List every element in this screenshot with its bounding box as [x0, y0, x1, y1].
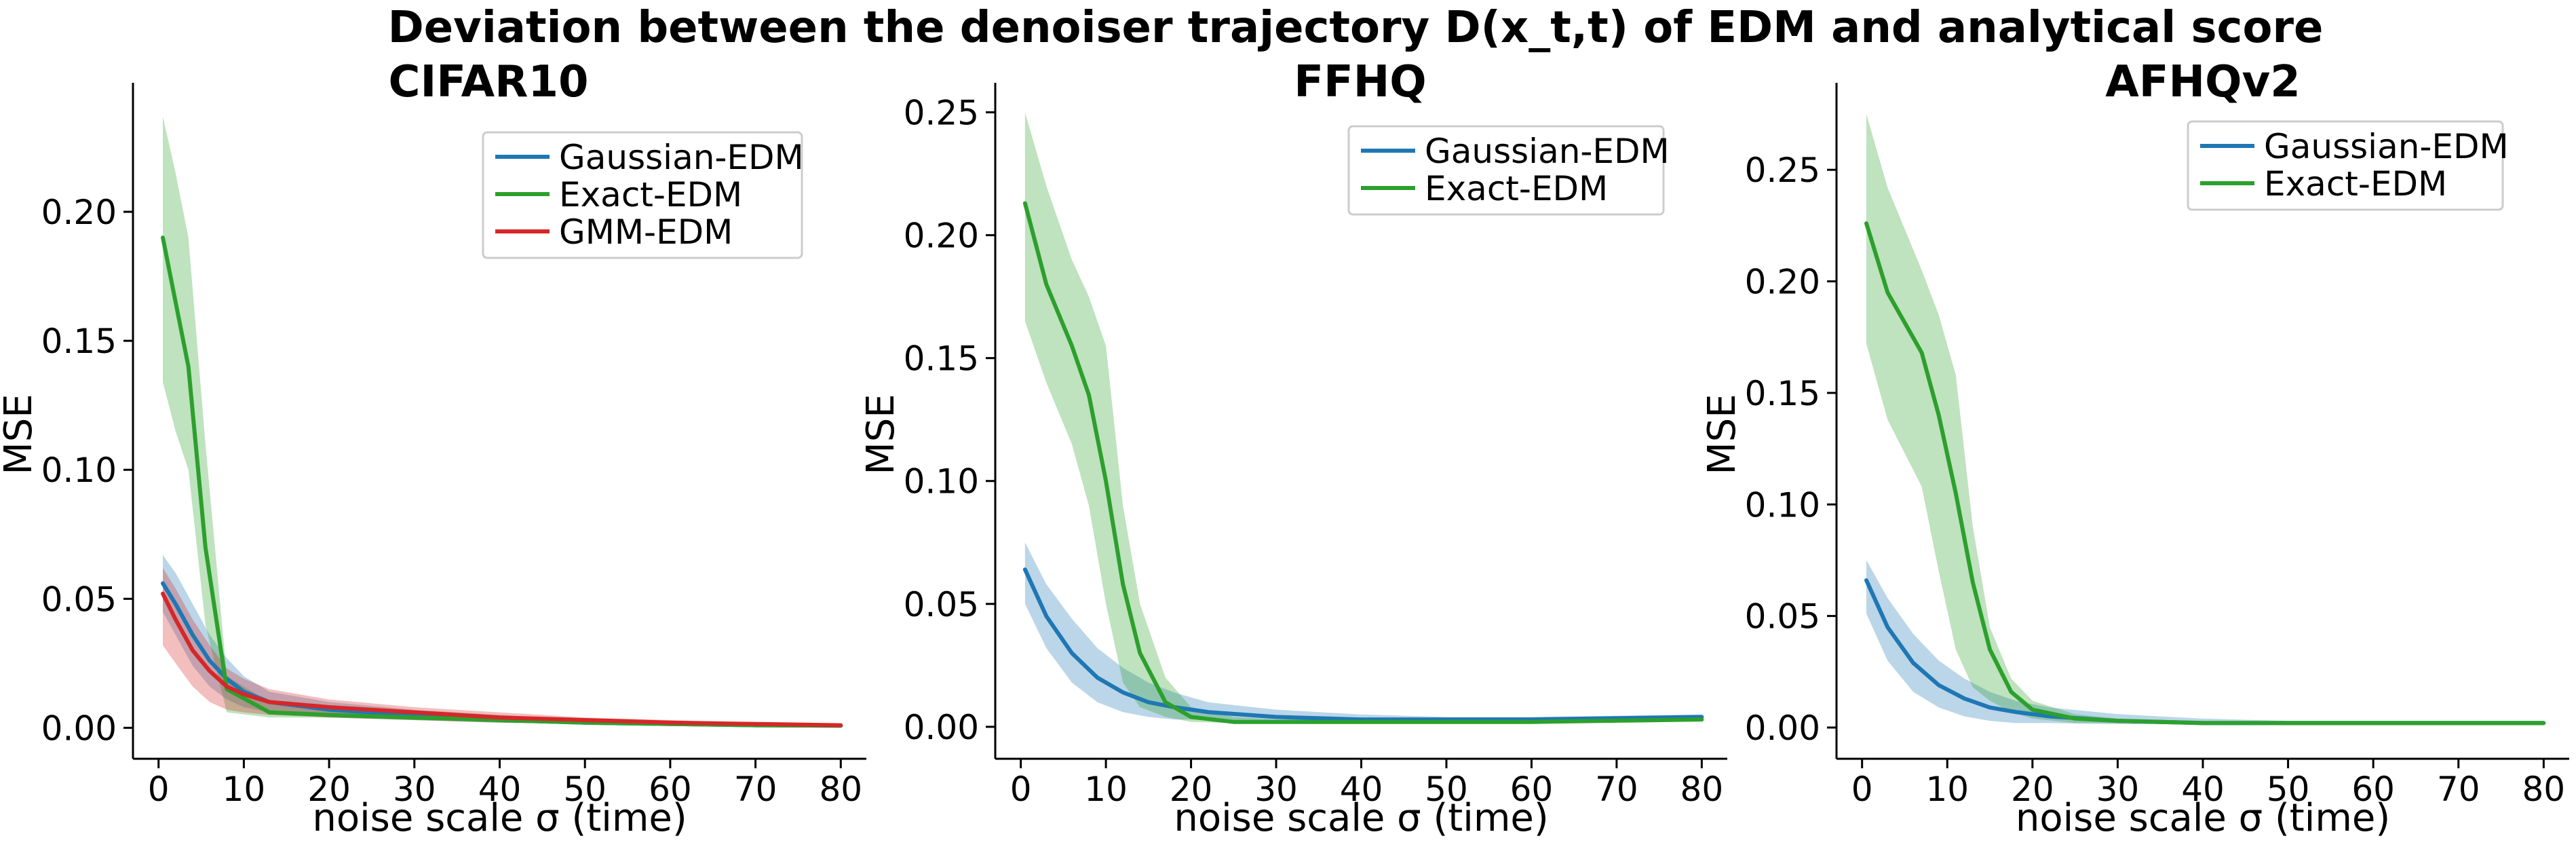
y-tick-label: 0.05 [1745, 597, 1820, 637]
x-tick-label: 30 [393, 770, 436, 809]
y-tick-label: 0.10 [1745, 485, 1820, 525]
y-tick-label: 0.25 [904, 93, 979, 132]
x-axis-label: noise scale σ (time) [2016, 796, 2390, 840]
y-axis-label: MSE [859, 394, 903, 474]
x-tick-label: 20 [307, 770, 351, 809]
legend-box [2187, 120, 2504, 211]
y-tick-label: 0.00 [41, 709, 117, 748]
x-tick-label: 30 [1254, 770, 1298, 809]
panel-cifar10: 0 10 20 30 40 50 60 70 80 0.00 0.05 0.10 0.15 0.20 C… [0, 57, 866, 840]
panel-title: AFHQv2 [2105, 57, 2300, 107]
x-tick-label: 70 [2437, 770, 2480, 809]
x-tick-label: 80 [2522, 770, 2566, 809]
legend-label: Exact-EDM [1425, 169, 1608, 208]
x-tick-label: 50 [563, 770, 607, 809]
x-axis-label: noise scale σ (time) [1174, 796, 1548, 840]
legend-box [482, 131, 803, 259]
x-tick-label: 50 [2267, 770, 2310, 809]
y-tick-label: 0.15 [904, 339, 979, 379]
legend-label: Gaussian-EDM [1425, 132, 1670, 171]
panel-title: FFHQ [1294, 57, 1426, 107]
x-tick-label: 50 [1425, 770, 1468, 809]
panel-afhqv2-lines [1864, 221, 2546, 726]
x-tick-label: 70 [1595, 770, 1638, 809]
x-tick-label: 0 [1010, 770, 1032, 809]
y-tick-label: 0.05 [904, 585, 979, 624]
figure-suptitle: Deviation between the denoiser trajector… [388, 3, 2324, 53]
x-ticks: 0 10 20 30 40 50 60 70 80 [1010, 759, 1723, 809]
legend-box [1347, 125, 1665, 216]
panel-ffhq: 0 10 20 30 40 50 60 70 80 0.000.050.100.150.200.… [859, 57, 1727, 840]
x-tick-label: 20 [1170, 770, 1213, 809]
exact-edm-line [1864, 221, 2546, 726]
y-tick-label: 0.15 [1745, 374, 1820, 413]
y-tick-label: 0.10 [41, 451, 117, 490]
x-tick-label: 80 [819, 770, 862, 809]
y-tick-label: 0.10 [904, 462, 979, 502]
x-ticks: 0 10 20 30 40 50 60 70 80 [148, 759, 862, 809]
y-tick-label: 0.15 [41, 322, 117, 361]
legend-label: GMM-EDM [559, 212, 733, 252]
y-ticks: 0.00 0.05 0.10 0.15 0.20 0.25 [1745, 151, 1837, 748]
panel-title: CIFAR10 [388, 57, 588, 107]
y-ticks: 0.00 0.05 0.10 0.15 0.20 [41, 193, 133, 748]
x-tick-label: 60 [2351, 770, 2395, 809]
x-tick-label: 10 [1084, 770, 1128, 809]
y-tick-label: 0.00 [1745, 709, 1820, 748]
x-tick-label: 60 [1510, 770, 1554, 809]
legend-label: Gaussian-EDM [559, 138, 804, 177]
panel-cifar10-lines [161, 236, 843, 728]
y-tick-label: 0.25 [1745, 151, 1820, 190]
gmm-edm-line [161, 591, 843, 728]
exact-edm-line [1022, 201, 1704, 724]
y-tick-label: 0.20 [41, 193, 117, 232]
panel-ffhq-lines [1022, 201, 1704, 724]
x-tick-label: 10 [223, 770, 266, 809]
x-axis-label: noise scale σ (time) [312, 796, 687, 840]
x-tick-label: 30 [2096, 770, 2140, 809]
x-tick-label: 60 [649, 770, 692, 809]
y-tick-label: 0.20 [904, 217, 979, 256]
exact-edm-line [161, 236, 843, 728]
y-tick-label: 0.00 [904, 708, 979, 747]
gaussian-edm-line [1022, 567, 1704, 722]
y-axis-label: MSE [0, 394, 41, 474]
y-axis-label: MSE [1700, 394, 1744, 474]
x-tick-label: 10 [1925, 770, 1969, 809]
panel-afhqv2: 0 10 20 30 40 50 60 70 80 0.000.050.100.150.200.… [1700, 57, 2569, 840]
legend-label: Exact-EDM [2264, 164, 2447, 204]
x-tick-label: 0 [148, 770, 170, 809]
y-tick-label: 0.20 [1745, 263, 1820, 302]
x-ticks: 0 10 20 30 40 50 60 70 80 [1851, 759, 2565, 809]
x-tick-label: 40 [1340, 770, 1383, 809]
legend-label: Gaussian-EDM [2264, 127, 2509, 166]
y-ticks: 0.00 0.05 0.10 0.15 0.20 0.25 [904, 93, 995, 747]
x-tick-label: 0 [1851, 770, 1873, 809]
x-tick-label: 40 [478, 770, 522, 809]
x-tick-label: 40 [2181, 770, 2225, 809]
x-tick-label: 20 [2011, 770, 2054, 809]
x-tick-label: 70 [734, 770, 777, 809]
y-tick-label: 0.05 [41, 580, 117, 619]
x-tick-label: 80 [1680, 770, 1724, 809]
legend-label: Exact-EDM [559, 175, 742, 214]
